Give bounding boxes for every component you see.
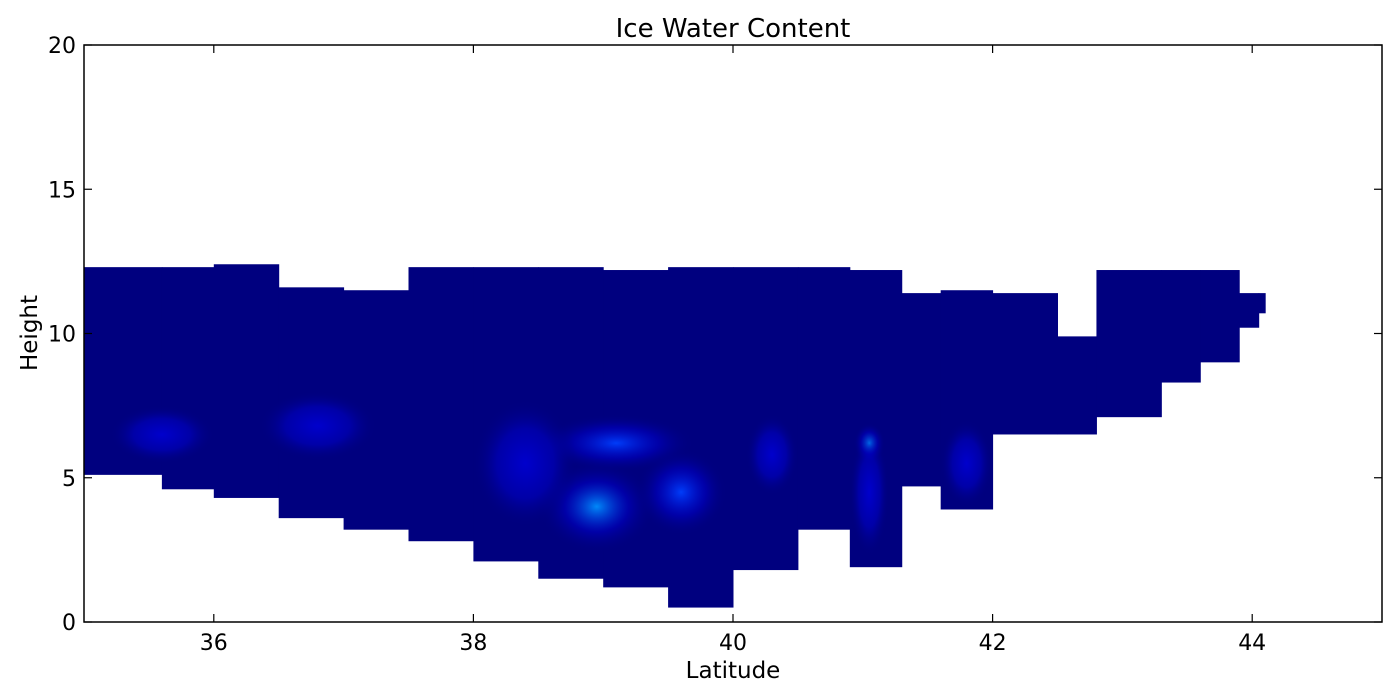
x-tick-label: 38: [459, 631, 487, 656]
x-tick-label: 36: [200, 631, 228, 656]
heatmap-column-2: [213, 264, 280, 498]
heatmap-hotspot-2: [635, 448, 727, 536]
heatmap-column-13: [901, 293, 942, 487]
heatmap-hotspot-6: [745, 414, 798, 496]
heatmap-column-21: [1258, 293, 1266, 314]
heatmap-hotspot-8: [109, 405, 214, 464]
heatmap-hotspot-7: [259, 391, 377, 461]
heatmap-column-20: [1239, 293, 1260, 328]
heatmap-column-16: [1057, 336, 1097, 435]
hotspot-layer: [109, 391, 993, 556]
heatmap-hotspot-5: [849, 428, 889, 556]
heatmap-column-19: [1200, 270, 1240, 363]
y-axis: 0 5 10 15 20: [48, 34, 1382, 636]
plot-area: [84, 264, 1266, 608]
heatmap-column-18: [1161, 270, 1201, 383]
y-tick-label: 0: [62, 611, 76, 636]
y-tick-label: 10: [48, 323, 76, 348]
y-tick-label: 5: [62, 467, 76, 492]
heatmap-hotspot-3: [473, 399, 578, 527]
y-axis-label: Height: [17, 295, 43, 371]
heatmap-column-17: [1096, 270, 1162, 418]
heatmap-hotspot-9: [940, 420, 993, 507]
x-tick-label: 40: [719, 631, 747, 656]
y-tick-label: 20: [48, 34, 76, 59]
x-axis-label: Latitude: [686, 658, 781, 684]
x-tick-label: 44: [1238, 631, 1266, 656]
heatmap-column-11: [797, 267, 851, 530]
chart-title: Ice Water Content: [616, 14, 851, 44]
y-tick-label: 15: [48, 178, 76, 203]
heatmap-column-5: [408, 267, 474, 542]
x-axis: 36 38 40 42 44: [200, 45, 1266, 656]
x-tick-label: 42: [979, 631, 1007, 656]
heatmap-column-15: [992, 293, 1058, 435]
